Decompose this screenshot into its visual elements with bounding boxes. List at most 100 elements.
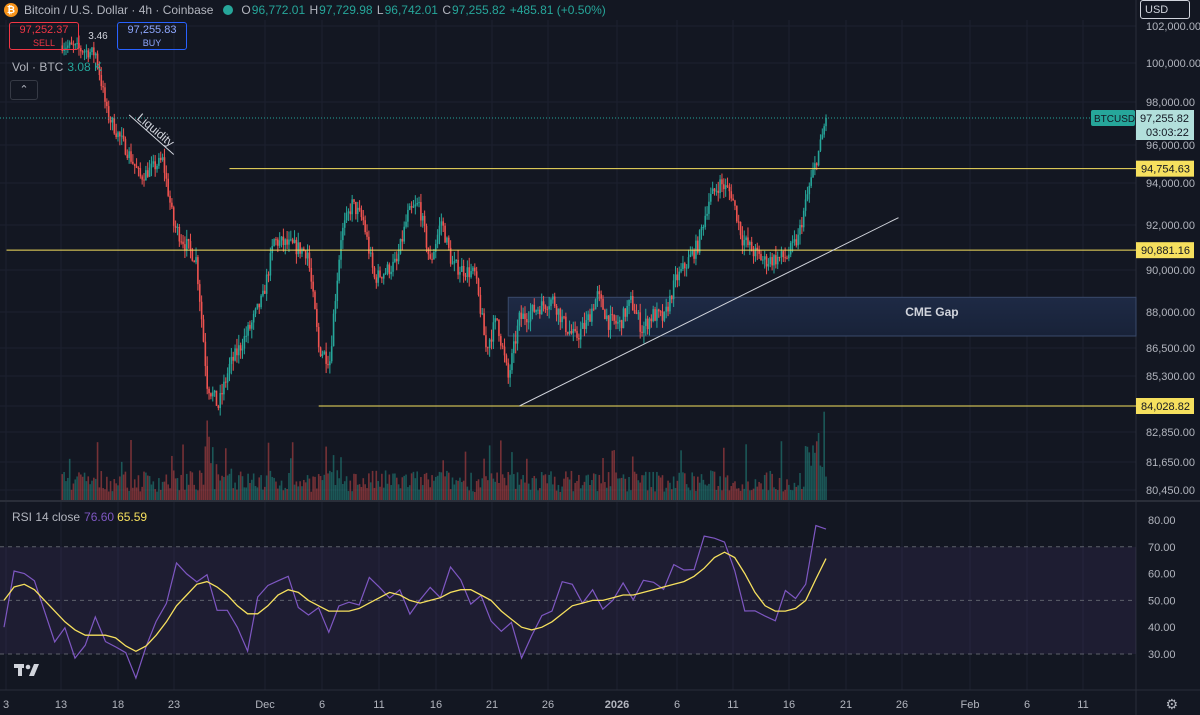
volume-bar bbox=[598, 474, 601, 500]
volume-bar bbox=[739, 490, 742, 500]
volume-bar bbox=[565, 471, 567, 500]
volume-bar bbox=[371, 470, 374, 500]
candle-body bbox=[650, 318, 653, 322]
volume-bar bbox=[544, 474, 547, 500]
open-label: O bbox=[241, 3, 251, 17]
volume-bar bbox=[540, 472, 543, 500]
volume-bar bbox=[228, 473, 231, 500]
volume-bar bbox=[301, 486, 303, 500]
candle-body bbox=[109, 120, 112, 123]
volume-bar bbox=[314, 476, 316, 500]
volume-bar bbox=[527, 483, 530, 500]
candle-body bbox=[408, 206, 411, 210]
candle-body bbox=[278, 240, 281, 246]
volume-bar bbox=[252, 473, 255, 500]
candle-body bbox=[397, 253, 400, 262]
volume-bar bbox=[308, 478, 311, 500]
candle-body bbox=[661, 311, 664, 321]
candle-body bbox=[288, 239, 290, 245]
volume-bar bbox=[312, 476, 314, 500]
volume-bar bbox=[388, 474, 391, 500]
symbol-header: ₿ Bitcoin / U.S. Dollar · 4h · Coinbase … bbox=[0, 0, 607, 20]
volume-bar bbox=[592, 473, 595, 500]
volume-bar bbox=[319, 476, 322, 500]
drawings-layer[interactable]: Liquidity CME Gap bbox=[128, 111, 959, 407]
volume-bar bbox=[475, 481, 478, 500]
volume-bar bbox=[78, 472, 80, 500]
volume-bar bbox=[747, 481, 749, 500]
volume-bar bbox=[674, 487, 677, 500]
volume-bar bbox=[68, 458, 71, 500]
candle-body bbox=[120, 135, 123, 137]
time-tick-label: 6 bbox=[674, 699, 680, 711]
volume-bar bbox=[578, 474, 580, 500]
volume-bar bbox=[700, 474, 703, 500]
volume-bar bbox=[172, 470, 175, 500]
rsi-legend[interactable]: RSI 14 close 76.60 65.59 bbox=[12, 510, 147, 524]
settings-icon[interactable]: ⚙ bbox=[1165, 696, 1178, 712]
rsi-ma-line bbox=[3, 551, 827, 653]
candle-body bbox=[719, 179, 721, 193]
rsi-tick-label: 30.00 bbox=[1148, 649, 1176, 661]
volume-bar bbox=[717, 485, 720, 500]
time-tick-label: 26 bbox=[896, 699, 908, 711]
volume-bar bbox=[269, 470, 272, 500]
candle-body bbox=[617, 322, 619, 324]
candle-body bbox=[189, 241, 192, 250]
volume-bar bbox=[211, 447, 214, 500]
candle-body bbox=[819, 139, 822, 151]
candle-body bbox=[747, 237, 749, 246]
candle-body bbox=[737, 221, 740, 223]
volume-bar bbox=[369, 482, 372, 500]
candle-body bbox=[678, 271, 681, 281]
candle-body bbox=[698, 230, 701, 253]
candle-body bbox=[282, 236, 285, 246]
volume-bar bbox=[507, 471, 510, 500]
volume-bar bbox=[492, 478, 495, 500]
levels-layer[interactable] bbox=[0, 117, 1136, 407]
candle-body bbox=[656, 309, 658, 321]
level-price-label: 94,754.63 bbox=[1141, 164, 1190, 176]
candle-body bbox=[230, 356, 233, 364]
candle-body bbox=[522, 313, 524, 319]
volume-bar bbox=[89, 484, 91, 500]
volume-bar bbox=[120, 461, 123, 500]
candle-body bbox=[572, 328, 575, 334]
candle-body bbox=[670, 295, 673, 300]
candle-body bbox=[304, 250, 307, 259]
volume-bar bbox=[355, 474, 357, 500]
volume-bar bbox=[516, 472, 519, 500]
candle-body bbox=[277, 239, 279, 246]
candle-body bbox=[407, 209, 409, 222]
volume-bar bbox=[310, 491, 313, 500]
candle-body bbox=[487, 347, 489, 349]
collapse-legend-button[interactable]: ⌃ bbox=[10, 80, 38, 100]
volume-bar bbox=[342, 483, 344, 500]
sell-button[interactable]: 97,252.37 SELL bbox=[9, 22, 79, 50]
volume-bar bbox=[628, 476, 630, 500]
volume-bar bbox=[280, 480, 283, 500]
time-tick-label: 11 bbox=[1077, 699, 1088, 711]
candle-body bbox=[61, 45, 64, 51]
candle-body bbox=[161, 157, 164, 161]
volume-bar bbox=[124, 471, 127, 500]
candle-body bbox=[529, 311, 532, 322]
candle-body bbox=[68, 42, 71, 46]
volume-legend[interactable]: Vol · BTC 3.08 K bbox=[12, 60, 102, 74]
volume-bar bbox=[256, 487, 259, 500]
candle-body bbox=[76, 43, 78, 45]
volume-bar bbox=[379, 486, 381, 500]
candle-body bbox=[219, 392, 222, 408]
volume-bar bbox=[349, 480, 352, 500]
symbol-title[interactable]: Bitcoin / U.S. Dollar · 4h · Coinbase bbox=[24, 3, 214, 17]
volume-bar bbox=[382, 487, 385, 500]
candle-body bbox=[544, 305, 547, 309]
buy-button[interactable]: 97,255.83 BUY bbox=[117, 22, 187, 50]
sell-price: 97,252.37 bbox=[19, 24, 69, 36]
candle-body bbox=[269, 253, 272, 276]
currency-button[interactable]: USD bbox=[1140, 0, 1190, 19]
candle-body bbox=[440, 221, 443, 226]
volume-bar bbox=[587, 474, 589, 500]
volume-bar bbox=[812, 445, 814, 500]
